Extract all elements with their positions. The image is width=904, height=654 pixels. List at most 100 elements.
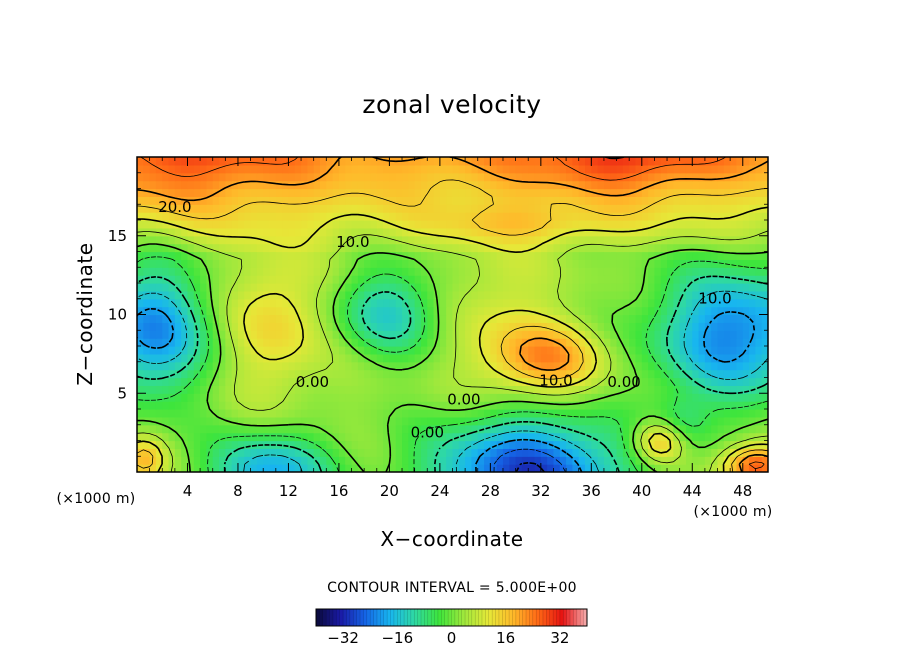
heatmap-cell xyxy=(143,401,151,410)
heatmap-cell xyxy=(275,243,283,253)
heatmap-cell xyxy=(200,283,208,292)
heatmap-cell xyxy=(515,188,523,197)
heatmap-cell xyxy=(206,338,214,347)
heatmap-cell xyxy=(509,275,517,284)
heatmap-cell xyxy=(420,204,428,213)
heatmap-cell xyxy=(149,346,157,355)
heatmap-cell xyxy=(275,204,283,213)
heatmap-cell xyxy=(307,251,315,260)
heatmap-cell xyxy=(282,369,290,379)
heatmap-cell xyxy=(420,385,428,394)
heatmap-cell xyxy=(660,409,668,418)
heatmap-cell xyxy=(446,290,454,300)
heatmap-cell xyxy=(465,409,473,418)
heatmap-cell xyxy=(269,251,277,260)
heatmap-cell xyxy=(528,314,536,323)
heatmap-cell xyxy=(452,212,460,221)
heatmap-cell xyxy=(187,377,195,386)
heatmap-cell xyxy=(547,448,555,457)
heatmap-cell xyxy=(313,188,321,197)
heatmap-cell xyxy=(509,456,517,465)
heatmap-cell xyxy=(685,306,693,316)
heatmap-cell xyxy=(648,212,656,221)
heatmap-cell xyxy=(692,401,700,410)
heatmap-cell xyxy=(692,338,700,347)
heatmap-cell xyxy=(193,267,201,276)
heatmap-cell xyxy=(692,369,700,379)
heatmap-cell xyxy=(458,188,466,197)
heatmap-cell xyxy=(351,220,359,229)
heatmap-cell xyxy=(509,409,517,418)
heatmap-cell xyxy=(667,393,674,402)
heatmap-cell xyxy=(471,157,479,166)
heatmap-cell xyxy=(458,401,466,410)
heatmap-cell xyxy=(351,306,359,316)
heatmap-cell xyxy=(578,172,586,182)
heatmap-cell xyxy=(685,464,693,472)
heatmap-cell xyxy=(244,267,252,276)
heatmap-cell xyxy=(603,172,611,182)
heatmap-cell xyxy=(338,353,346,363)
heatmap-cell xyxy=(275,401,283,410)
heatmap-cell xyxy=(641,243,649,253)
heatmap-cell xyxy=(585,172,592,182)
heatmap-cell xyxy=(685,212,693,221)
heatmap-cell xyxy=(219,346,226,355)
heatmap-cell xyxy=(155,361,163,371)
heatmap-cell xyxy=(420,267,428,276)
heatmap-cell xyxy=(572,306,580,316)
heatmap-cell xyxy=(736,283,744,292)
heatmap-cell xyxy=(660,180,668,190)
heatmap-cell xyxy=(515,212,523,221)
heatmap-cell xyxy=(149,424,157,434)
heatmap-cell xyxy=(591,346,599,355)
heatmap-cell xyxy=(143,456,151,465)
heatmap-cell xyxy=(256,243,264,253)
heatmap-cell xyxy=(749,267,756,276)
heatmap-cell xyxy=(155,393,163,402)
heatmap-cell xyxy=(332,440,340,449)
heatmap-cell xyxy=(641,448,649,457)
heatmap-cell xyxy=(685,172,693,182)
heatmap-cell xyxy=(155,251,163,260)
heatmap-cell xyxy=(200,164,208,174)
heatmap-cell xyxy=(730,188,738,197)
heatmap-cell xyxy=(326,243,334,253)
heatmap-cell xyxy=(168,157,176,166)
heatmap-cell xyxy=(282,322,290,331)
heatmap-cell xyxy=(149,157,157,166)
heatmap-cell xyxy=(200,227,208,237)
heatmap-cell xyxy=(269,157,277,166)
heatmap-cell xyxy=(181,283,189,292)
heatmap-cell xyxy=(692,196,700,205)
heatmap-cell xyxy=(408,204,416,213)
heatmap-cell xyxy=(383,283,390,292)
heatmap-cell xyxy=(755,385,763,394)
heatmap-cell xyxy=(496,220,504,229)
heatmap-cell xyxy=(427,298,435,308)
heatmap-cell xyxy=(370,377,378,386)
heatmap-cell xyxy=(692,290,700,300)
heatmap-cell xyxy=(566,416,573,426)
heatmap-cell xyxy=(237,251,245,260)
heatmap-cell xyxy=(433,409,441,418)
heatmap-cell xyxy=(395,283,403,292)
heatmap-cell xyxy=(351,267,359,276)
heatmap-cell xyxy=(679,196,687,205)
heatmap-cell xyxy=(496,164,504,174)
colorbar-segment xyxy=(529,609,534,626)
heatmap-cell xyxy=(269,432,277,442)
heatmap-cell xyxy=(509,361,517,371)
heatmap-cell xyxy=(376,306,384,316)
heatmap-cell xyxy=(414,448,422,457)
heatmap-cell xyxy=(685,227,693,237)
heatmap-cell xyxy=(269,180,277,190)
heatmap-cell xyxy=(704,251,712,260)
heatmap-cell xyxy=(496,314,504,323)
heatmap-cell xyxy=(162,448,170,457)
heatmap-cell xyxy=(572,464,580,472)
heatmap-cell xyxy=(755,409,763,418)
heatmap-cell xyxy=(692,235,700,245)
heatmap-cell xyxy=(288,314,296,323)
heatmap-cell xyxy=(326,369,334,379)
